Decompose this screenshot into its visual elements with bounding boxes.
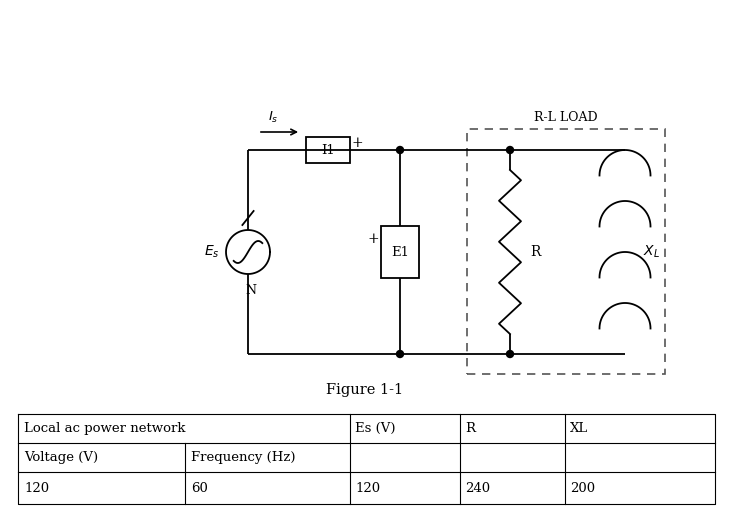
Text: 60: 60 <box>191 481 208 494</box>
Text: +: + <box>351 136 363 150</box>
Text: N: N <box>245 284 256 297</box>
Text: +: + <box>367 232 379 246</box>
Text: XL: XL <box>570 422 588 435</box>
Text: $I_s$: $I_s$ <box>268 110 278 125</box>
Bar <box>306 137 350 163</box>
Text: Voltage (V): Voltage (V) <box>24 451 98 464</box>
Text: 120: 120 <box>355 481 380 494</box>
Text: E1: E1 <box>391 245 409 258</box>
Text: I1: I1 <box>321 144 335 157</box>
Text: $X_L$: $X_L$ <box>643 244 660 260</box>
Text: 120: 120 <box>24 481 49 494</box>
Circle shape <box>396 147 404 153</box>
Text: Figure 1-1: Figure 1-1 <box>326 383 404 397</box>
Circle shape <box>507 350 513 358</box>
Text: 200: 200 <box>570 481 595 494</box>
Bar <box>467 129 665 374</box>
Text: R-L LOAD: R-L LOAD <box>534 111 598 124</box>
Text: R: R <box>465 422 475 435</box>
Text: R: R <box>530 245 540 259</box>
Text: Es (V): Es (V) <box>355 422 396 435</box>
Text: $E_s$: $E_s$ <box>204 244 220 260</box>
Circle shape <box>507 147 513 153</box>
Text: Frequency (Hz): Frequency (Hz) <box>191 451 296 464</box>
Text: 240: 240 <box>465 481 490 494</box>
Bar <box>381 226 419 278</box>
Circle shape <box>396 350 404 358</box>
Text: Local ac power network: Local ac power network <box>24 422 185 435</box>
